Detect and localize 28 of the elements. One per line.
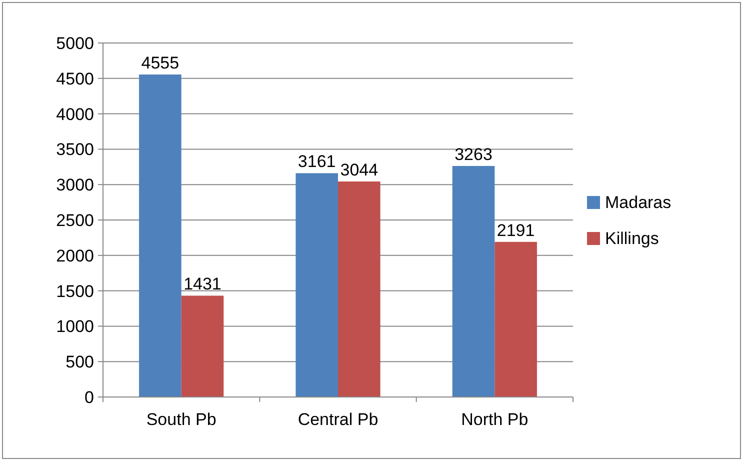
data-label: 3044 xyxy=(340,160,378,180)
bar xyxy=(338,181,380,397)
legend-label: Madaras xyxy=(605,192,672,212)
y-tick-label: 5000 xyxy=(56,34,94,53)
y-tick-label: 2500 xyxy=(56,210,94,230)
y-tick-label: 0 xyxy=(84,388,94,407)
y-tick-label: 4000 xyxy=(56,104,94,124)
data-label: 2191 xyxy=(496,220,535,240)
y-tick-label: 1500 xyxy=(56,282,94,301)
data-label: 4555 xyxy=(141,54,180,73)
y-tick-label: 3000 xyxy=(56,176,94,195)
x-tick-label: South Pb xyxy=(146,410,216,429)
bar xyxy=(181,296,224,397)
y-tick-label: 3500 xyxy=(56,140,94,160)
y-tick-label: 4500 xyxy=(56,69,94,88)
bar xyxy=(494,242,537,397)
y-tick-label: 1000 xyxy=(56,317,94,336)
data-label: 1431 xyxy=(184,274,222,294)
x-tick-label: Central Pb xyxy=(298,410,378,429)
data-label: 3263 xyxy=(454,144,492,164)
data-label: 3161 xyxy=(298,152,336,172)
bar xyxy=(139,74,182,397)
bar xyxy=(452,166,495,397)
legend-label: Killings xyxy=(605,228,659,248)
x-tick-label: North Pb xyxy=(461,410,528,429)
bar xyxy=(296,173,338,397)
y-tick-label: 2000 xyxy=(56,246,94,266)
y-tick-label: 500 xyxy=(66,352,94,372)
